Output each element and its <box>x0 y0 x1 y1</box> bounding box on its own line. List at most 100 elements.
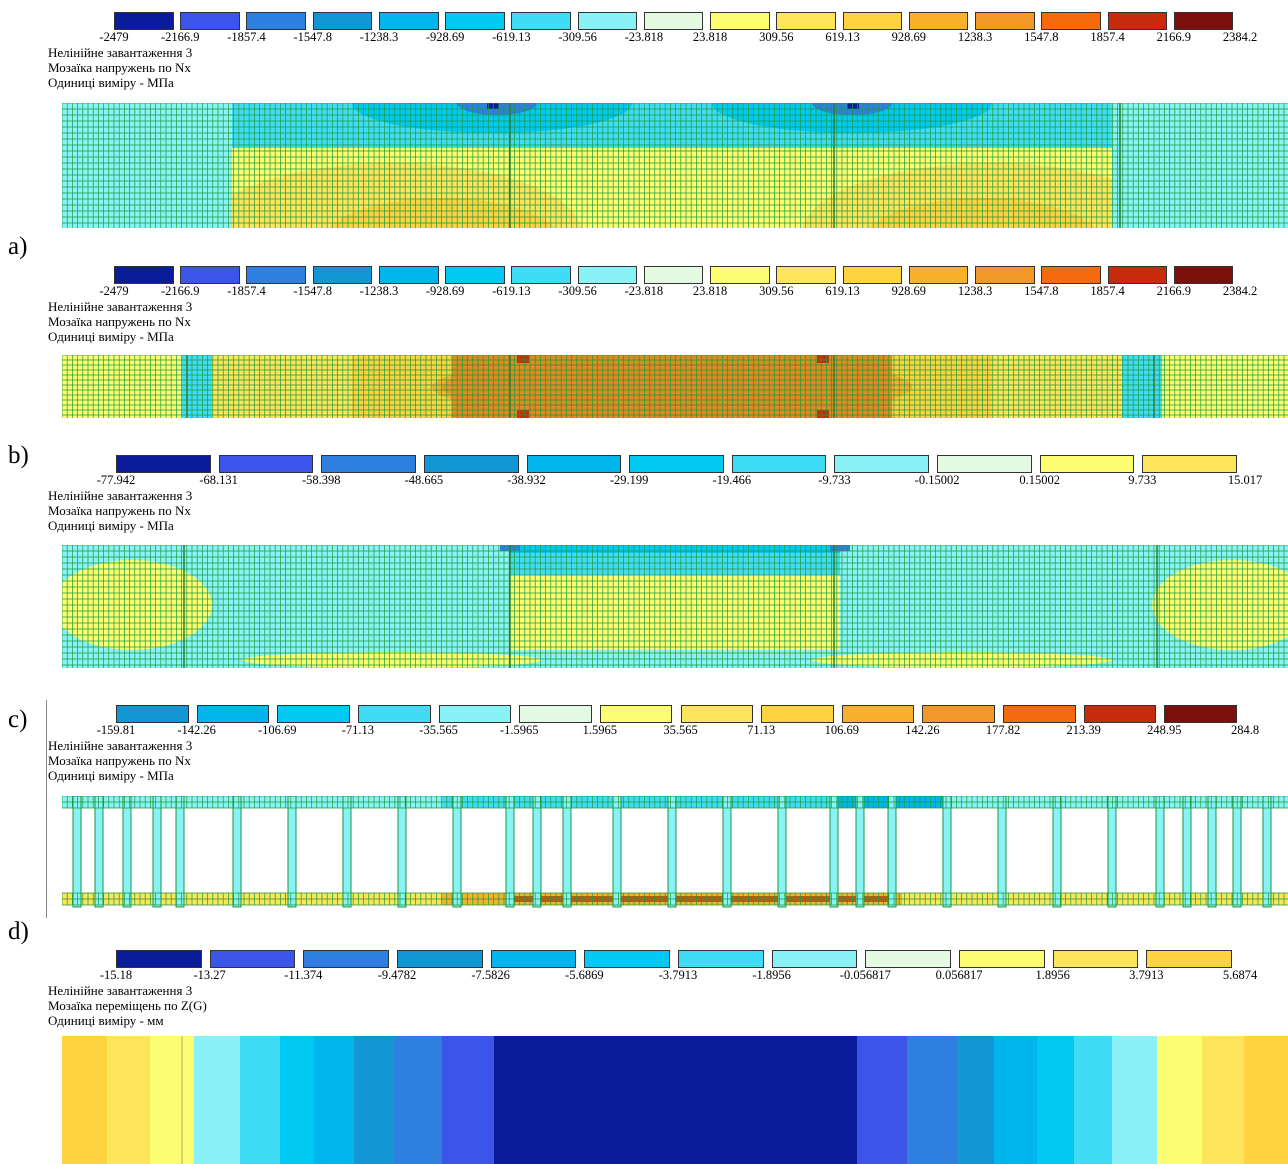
legend-tick-label: -0.15002 <box>914 473 960 487</box>
legend-tick-label: -1238.3 <box>359 284 399 298</box>
legend-tick-label: -23.818 <box>624 284 664 298</box>
legend-tick-label: 1238.3 <box>957 30 993 44</box>
legend-tick-label: 23.818 <box>692 30 728 44</box>
legend-swatch <box>218 455 314 473</box>
peak-stress-cell <box>847 103 859 109</box>
legend-tick-label: -1238.3 <box>359 30 399 44</box>
legend-tick-label: -928.69 <box>425 30 465 44</box>
stirrup <box>722 796 732 908</box>
legend-tick-label: -15.18 <box>99 968 133 982</box>
legend-tick-label: -142.26 <box>177 723 216 737</box>
stress-region <box>242 652 542 668</box>
legend-swatch <box>1003 705 1076 723</box>
legend-swatch <box>678 950 764 968</box>
legend-tick-label: -29.199 <box>609 473 649 487</box>
legend-tick-label: 106.69 <box>824 723 859 737</box>
stress-region <box>812 652 1112 668</box>
legend-tick-label: -0.056817 <box>839 968 891 982</box>
legend-swatch <box>378 266 439 284</box>
legend-swatch <box>116 950 202 968</box>
legend-swatch <box>1164 705 1237 723</box>
displacement-band <box>240 1036 280 1164</box>
legend-swatch <box>959 950 1045 968</box>
legend-tick-label: -23.818 <box>624 30 664 44</box>
stirrup <box>562 796 572 908</box>
stress-mosaic-2 <box>62 355 1288 418</box>
title-line-2: Мозаїка напружень по Nx <box>48 753 191 768</box>
legend-swatch <box>908 266 969 284</box>
legend-swatch <box>312 12 373 30</box>
legend-tick-label: 2384.2 <box>1222 30 1258 44</box>
legend-tick-label: 1857.4 <box>1090 284 1125 298</box>
legend-swatch <box>209 950 296 968</box>
legend-tick-label: -619.13 <box>492 284 531 298</box>
legend-swatch <box>116 705 189 723</box>
legend-tick-label: 0.15002 <box>1019 473 1061 487</box>
legend-tick-label: 284.8 <box>1230 723 1260 737</box>
legend-tick-label: -1547.8 <box>293 30 332 44</box>
legend-swatch <box>643 266 704 284</box>
legend-tick-label: 1547.8 <box>1024 30 1059 44</box>
title-line-3: Одиниці виміру - мм <box>48 1013 164 1028</box>
legend-swatch <box>841 705 915 723</box>
legend-swatch <box>842 12 903 30</box>
legend-swatch <box>312 266 373 284</box>
legend-tick-label: -11.374 <box>284 968 323 982</box>
legend-swatch <box>277 705 350 723</box>
stress-region <box>62 103 232 228</box>
stress-region <box>1112 103 1288 228</box>
legend-tick-label: -1857.4 <box>227 284 266 298</box>
title-line-1: Нелінійне завантаження 3 <box>48 983 193 998</box>
fe-mesh-grid <box>62 892 1288 906</box>
legend-tick-label: -309.56 <box>558 284 597 298</box>
legend-1: -2479 -2166.9 -1857.4 -1547.8 -1238.3 -928.69… <box>0 12 1288 52</box>
displacement-band <box>314 1036 354 1164</box>
legend-swatch <box>519 705 592 723</box>
legend-tick-label: -3.7913 <box>658 968 698 982</box>
legend-tick-label: 3.7913 <box>1129 968 1164 982</box>
panel-title-5: Нелінійне завантаження 3 Мозаїка переміщ… <box>48 983 207 1028</box>
legend-tick-label: -1.5965 <box>499 723 539 737</box>
title-line-2: Мозаїка напружень по Nx <box>48 503 191 518</box>
legend-swatch <box>680 705 754 723</box>
legend-swatch <box>1107 266 1168 284</box>
displacement-band <box>994 1036 1037 1164</box>
legend-tick-label: 1857.4 <box>1090 30 1125 44</box>
panel-label-a: a) <box>8 233 28 260</box>
legend-tick-label: 1547.8 <box>1024 284 1059 298</box>
divider-line <box>46 700 47 918</box>
legend-tick-label: 0.056817 <box>935 968 983 982</box>
legend-tick-label: 2166.9 <box>1156 284 1191 298</box>
legend-tick-label: -159.81 <box>96 723 136 737</box>
legend-swatch <box>321 455 416 473</box>
displacement-band <box>442 1036 494 1164</box>
legend-swatch <box>378 12 439 30</box>
displacement-band <box>107 1036 150 1164</box>
legend-tick-label: 15.017 <box>1227 473 1263 487</box>
peak-stress-cell <box>517 410 529 418</box>
legend-tick-label: -2166.9 <box>160 284 200 298</box>
stirrup <box>122 796 132 908</box>
displacement-band <box>1244 1036 1288 1164</box>
legend-swatch <box>423 455 519 473</box>
legend-tick-label: 1.8956 <box>1035 968 1070 982</box>
title-line-3: Одиниці виміру - МПа <box>48 518 174 533</box>
legend-tick-label: -38.932 <box>507 473 546 487</box>
title-line-3: Одиниці виміру - МПа <box>48 768 174 783</box>
stirrup <box>1232 796 1242 908</box>
displacement-band <box>150 1036 194 1164</box>
legend-tick-label: 1.5965 <box>582 723 618 737</box>
peak-stress-cell <box>817 410 829 418</box>
stirrup <box>72 796 82 908</box>
stirrup <box>942 796 952 908</box>
legend-5: -15.18 -13.27 -11.374 -9.4782 -7.5826 -5.6869… <box>0 950 1288 990</box>
stirrup <box>287 796 297 908</box>
legend-tick-label: -5.6869 <box>565 968 604 982</box>
legend-swatch <box>842 266 903 284</box>
displacement-band <box>1202 1036 1244 1164</box>
legend-swatch <box>937 455 1032 473</box>
legend-tick-label: 5.6874 <box>1222 968 1258 982</box>
legend-tick-label: 2384.2 <box>1222 284 1258 298</box>
stirrup <box>829 796 839 908</box>
legend-swatch <box>865 950 951 968</box>
